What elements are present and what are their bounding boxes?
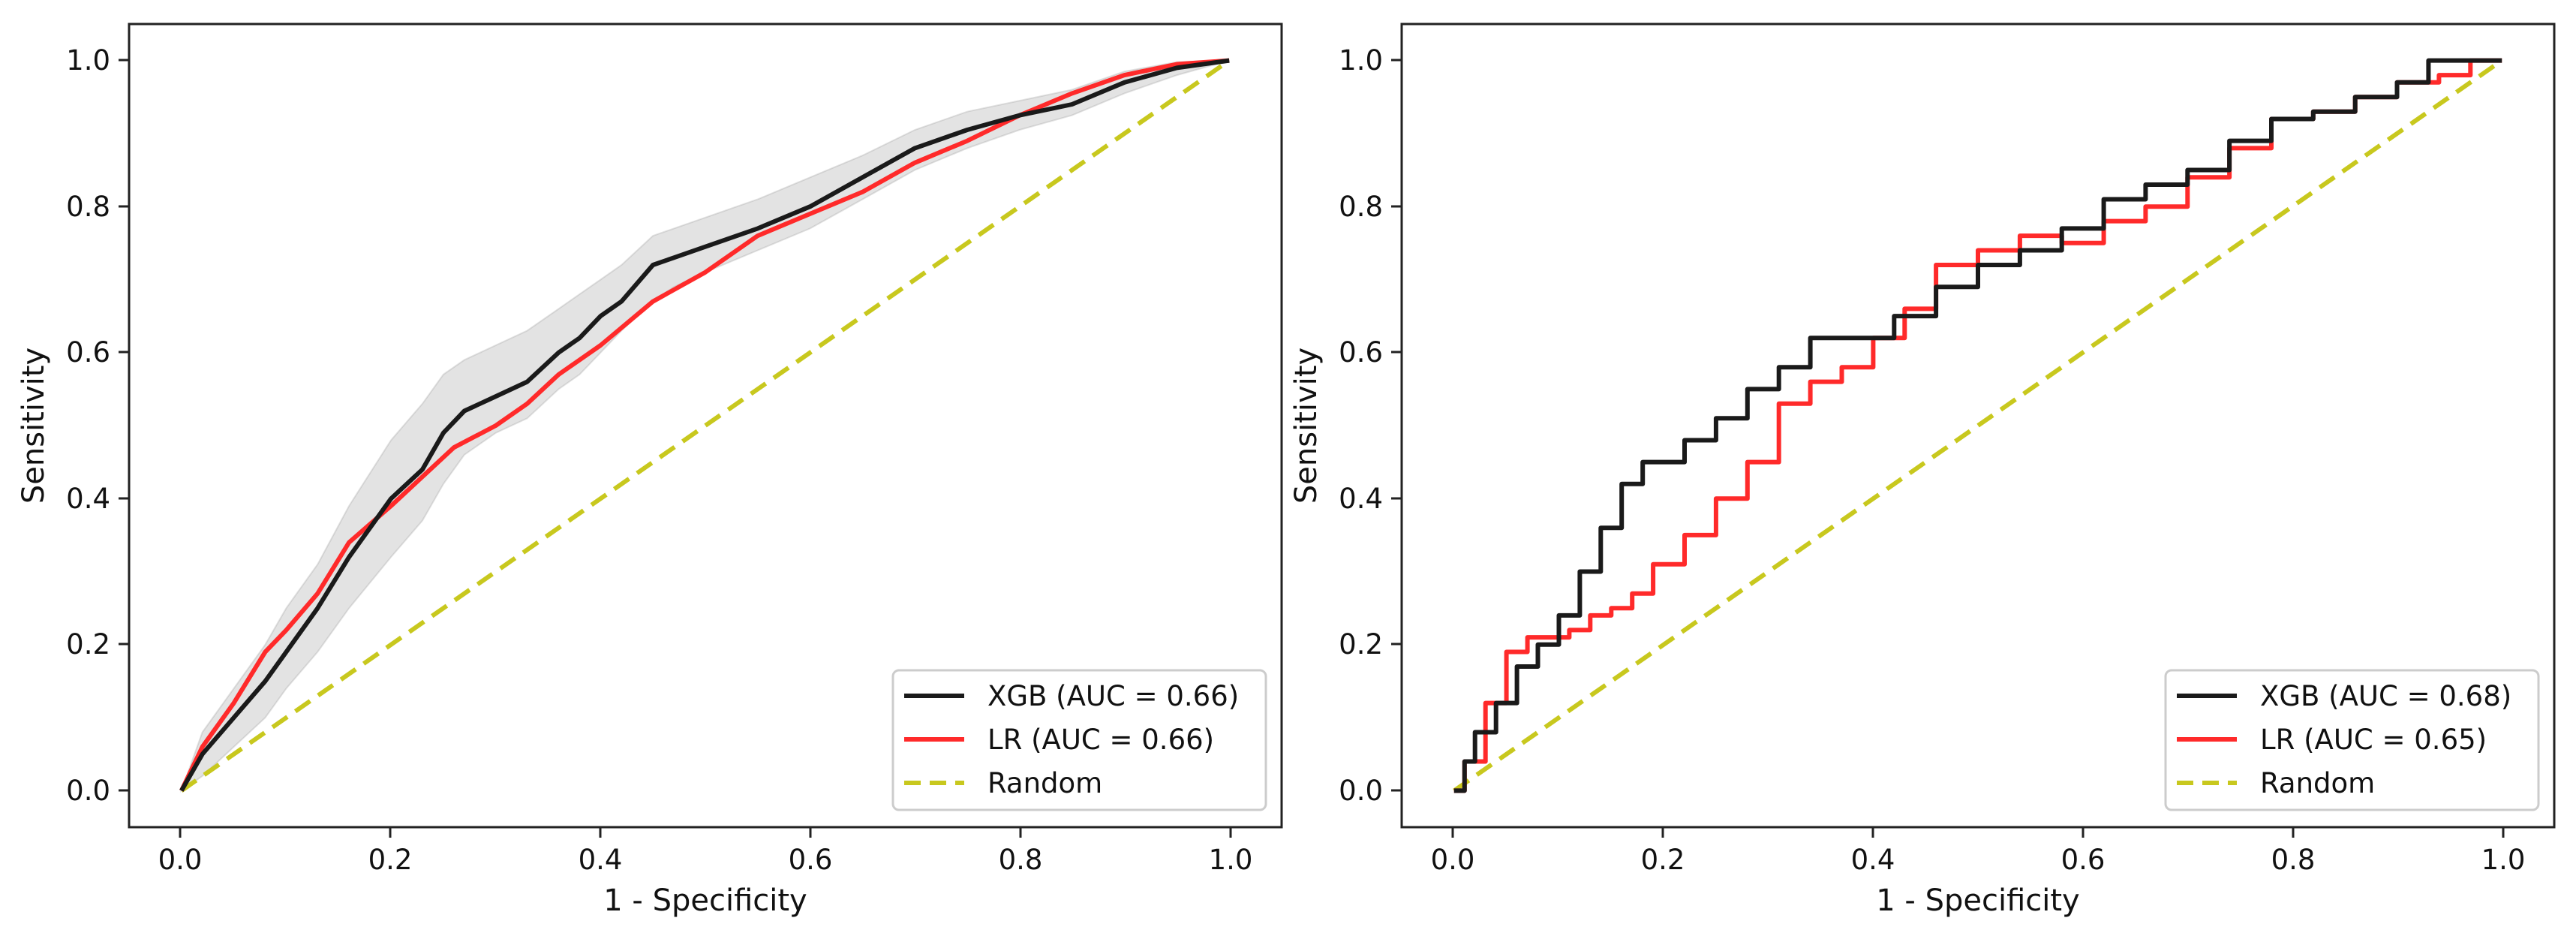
x-tick-label: 0.6: [789, 844, 833, 876]
x-tick-label: 0.2: [368, 844, 413, 876]
plot-area: [179, 58, 1231, 793]
x-axis-label: 1 - Specificity: [1876, 883, 2079, 918]
legend-label-xgb: XGB (AUC = 0.66): [987, 680, 1239, 712]
y-tick-label: 0.4: [1339, 483, 1383, 515]
roc-panel-left: 0.0 0.2 0.4 0.6 0.8 1.0 0.0 0.2 0.4 0.6 …: [17, 23, 1283, 918]
legend-label-random: Random: [2260, 767, 2375, 799]
legend-box: [891, 669, 1267, 811]
x-axis-label: 1 - Specificity: [603, 883, 807, 918]
x-tick-label: 0.4: [1851, 844, 1895, 876]
x-tick-label: 0.8: [999, 844, 1043, 876]
y-tick-label: 0.2: [66, 628, 110, 661]
random-series-line: [180, 59, 1231, 793]
y-axis-label: Sensitivity: [17, 348, 51, 504]
plot-area: [1453, 58, 2503, 793]
y-tick-label: 1.0: [66, 44, 110, 77]
y-tick-label: 0.8: [1339, 191, 1383, 223]
x-tick-label: 0.4: [579, 844, 623, 876]
y-tick-label: 0.0: [66, 775, 110, 807]
y-tick-label: 0.6: [66, 336, 110, 369]
legend-label-xgb: XGB (AUC = 0.68): [2260, 680, 2511, 712]
y-tick-label: 0.8: [66, 191, 110, 223]
y-tick-label: 0.4: [66, 483, 110, 515]
legend: XGB (AUC = 0.66) LR (AUC = 0.66) Random: [891, 669, 1267, 811]
y-tick-label: 0.2: [1339, 628, 1383, 661]
plot-frame: [1400, 23, 2556, 829]
x-tick-label: 1.0: [2481, 844, 2526, 876]
y-axis-label: Sensitivity: [1289, 348, 1324, 504]
x-tick-label: 1.0: [1209, 844, 1253, 876]
x-tick-label: 0.0: [158, 844, 203, 876]
random-series-line: [1453, 59, 2503, 793]
y-tick-label: 0.0: [1339, 775, 1383, 807]
legend: XGB (AUC = 0.68) LR (AUC = 0.65) Random: [2164, 669, 2540, 811]
legend-label-lr: LR (AUC = 0.66): [987, 724, 1214, 756]
x-tick-label: 0.8: [2271, 844, 2316, 876]
x-tick-label: 0.2: [1641, 844, 1685, 876]
y-tick-label: 0.6: [1339, 336, 1383, 369]
xgb-series-line: [179, 58, 1230, 792]
y-tick-label: 1.0: [1339, 44, 1383, 77]
plot-frame: [128, 23, 1283, 829]
x-tick-label: 0.6: [2061, 844, 2106, 876]
legend-label-random: Random: [987, 767, 1102, 799]
roc-panel-right: 0.0 0.2 0.4 0.6 0.8 1.0 0.0 0.2 0.4 0.6 …: [1289, 23, 2556, 918]
legend-box: [2164, 669, 2540, 811]
x-tick-label: 0.0: [1431, 844, 1475, 876]
legend-label-lr: LR (AUC = 0.65): [2260, 724, 2487, 756]
xgb-series-line: [1453, 58, 2502, 793]
